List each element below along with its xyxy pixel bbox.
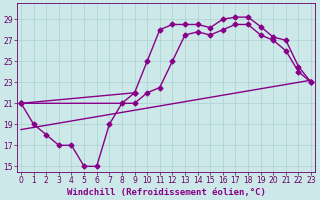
X-axis label: Windchill (Refroidissement éolien,°C): Windchill (Refroidissement éolien,°C) (67, 188, 266, 197)
